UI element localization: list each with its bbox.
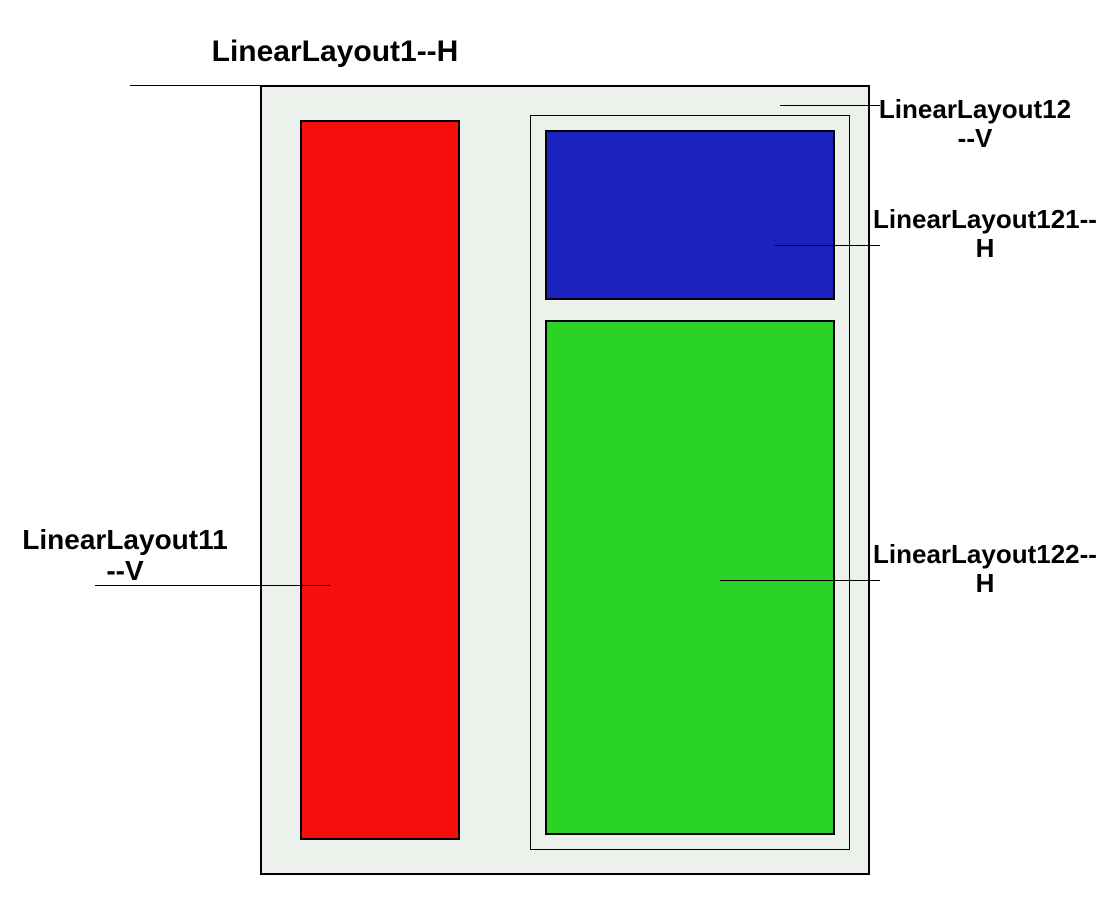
leader-linearlayout121 [775, 245, 880, 246]
label-linearlayout121: LinearLayout121-- H [860, 205, 1110, 262]
label-linearlayout11: LinearLayout11 --V [10, 525, 240, 587]
leader-linearlayout1 [130, 85, 870, 86]
label-linearlayout1: LinearLayout1--H [175, 35, 495, 68]
label-linearlayout12: LinearLayout12 --V [860, 95, 1090, 152]
linearlayout122-block [545, 320, 835, 835]
leader-linearlayout12 [780, 105, 880, 106]
label-linearlayout122: LinearLayout122-- H [860, 540, 1110, 597]
diagram-stage: LinearLayout1--H LinearLayout11 --V Line… [0, 0, 1110, 904]
linearlayout121-block [545, 130, 835, 300]
leader-linearlayout122 [720, 580, 880, 581]
leader-linearlayout11 [95, 585, 330, 586]
linearlayout11-block [300, 120, 460, 840]
